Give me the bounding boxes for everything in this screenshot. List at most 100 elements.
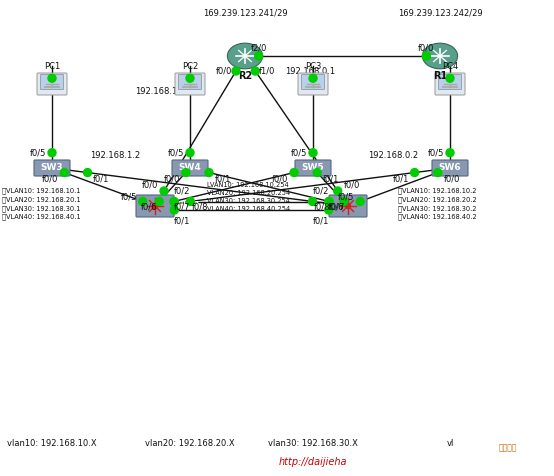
- FancyBboxPatch shape: [329, 195, 367, 217]
- Text: http://daijieha: http://daijieha: [279, 457, 347, 467]
- Text: f0/0: f0/0: [142, 180, 158, 189]
- Text: 192.168.0.1: 192.168.0.1: [285, 67, 335, 76]
- Text: f0/0: f0/0: [216, 67, 232, 76]
- Text: f0/0: f0/0: [163, 174, 180, 183]
- Text: R2: R2: [238, 71, 252, 81]
- Circle shape: [290, 169, 298, 177]
- Text: f0/1: f0/1: [323, 174, 340, 183]
- Text: f1/0: f1/0: [259, 67, 275, 76]
- Text: f0/1: f0/1: [312, 216, 329, 225]
- FancyBboxPatch shape: [34, 160, 70, 176]
- Text: SW5: SW5: [302, 163, 324, 172]
- Text: SW4: SW4: [178, 163, 201, 172]
- Text: 主VLAN10: 192.168.10.1
主VLAN20: 192.168.20.1
辅VLAN30: 192.168.30.1
辅VLAN40: 192.1: 主VLAN10: 192.168.10.1 主VLAN20: 192.168.2…: [2, 188, 81, 220]
- FancyBboxPatch shape: [178, 75, 202, 89]
- Circle shape: [138, 198, 147, 206]
- Circle shape: [84, 169, 91, 177]
- Text: f0/5: f0/5: [120, 193, 137, 202]
- Text: f0/0: f0/0: [418, 43, 434, 52]
- Text: f0/1: f0/1: [215, 174, 231, 183]
- Circle shape: [325, 198, 333, 206]
- Text: SW2: SW2: [369, 201, 394, 211]
- Circle shape: [325, 206, 333, 214]
- Text: 192.168.1.2: 192.168.1.2: [90, 151, 140, 160]
- Text: vlan20: 192.168.20.X: vlan20: 192.168.20.X: [145, 439, 235, 448]
- Text: f0/0: f0/0: [272, 174, 288, 183]
- Text: f0/7: f0/7: [174, 203, 190, 212]
- Text: f0/0: f0/0: [444, 174, 460, 183]
- FancyBboxPatch shape: [40, 75, 64, 89]
- Circle shape: [170, 198, 178, 206]
- FancyBboxPatch shape: [435, 73, 465, 95]
- Text: SW6: SW6: [439, 163, 461, 172]
- Circle shape: [48, 149, 56, 157]
- Circle shape: [309, 198, 316, 206]
- Circle shape: [434, 169, 442, 177]
- Text: f0/8: f0/8: [192, 203, 209, 212]
- FancyBboxPatch shape: [301, 75, 325, 89]
- Text: f2/0: f2/0: [250, 43, 267, 52]
- Text: PC3: PC3: [305, 62, 321, 71]
- Text: SW3: SW3: [40, 163, 63, 172]
- Text: f0/1: f0/1: [93, 174, 110, 183]
- Circle shape: [232, 67, 240, 75]
- Circle shape: [155, 198, 163, 206]
- Text: f0/0: f0/0: [343, 180, 360, 189]
- Circle shape: [356, 198, 364, 206]
- Text: PC1: PC1: [44, 62, 60, 71]
- Circle shape: [422, 52, 430, 60]
- Circle shape: [252, 67, 259, 75]
- FancyBboxPatch shape: [432, 160, 468, 176]
- Circle shape: [186, 74, 194, 82]
- Circle shape: [170, 206, 178, 214]
- Circle shape: [182, 169, 190, 177]
- Text: vlan30: 192.168.30.X: vlan30: 192.168.30.X: [268, 439, 358, 448]
- Circle shape: [255, 52, 263, 60]
- FancyBboxPatch shape: [439, 75, 461, 89]
- Circle shape: [60, 169, 68, 177]
- Circle shape: [446, 74, 454, 82]
- Circle shape: [309, 149, 317, 157]
- FancyBboxPatch shape: [136, 195, 174, 217]
- Text: 169.239.123.242/29: 169.239.123.242/29: [398, 8, 483, 17]
- Circle shape: [346, 204, 351, 208]
- Circle shape: [48, 74, 56, 82]
- FancyBboxPatch shape: [37, 73, 67, 95]
- Text: R1: R1: [433, 71, 447, 81]
- Text: f0/5: f0/5: [338, 193, 355, 202]
- Text: f0/5: f0/5: [168, 148, 184, 157]
- Text: vlan10: 192.168.10.X: vlan10: 192.168.10.X: [7, 439, 97, 448]
- Text: 辅VLAN10: 192.168.10.2
辅VLAN20: 192.168.20.2
主VLAN30: 192.168.30.2
主VLAN40: 192.1: 辅VLAN10: 192.168.10.2 辅VLAN20: 192.168.2…: [398, 188, 477, 220]
- Text: f0/5: f0/5: [30, 148, 46, 157]
- FancyBboxPatch shape: [298, 73, 328, 95]
- Text: 192.168.0.2: 192.168.0.2: [368, 151, 418, 160]
- Text: f0/5: f0/5: [291, 148, 307, 157]
- Ellipse shape: [227, 43, 263, 69]
- Text: f0/1: f0/1: [174, 216, 191, 225]
- Text: SW1: SW1: [176, 201, 201, 211]
- Circle shape: [325, 198, 333, 206]
- Text: vl: vl: [447, 439, 454, 448]
- Text: LVAN10: 192.168.10.254
VLAN20: 192.168.20.254
VLAN30: 192.168.30.254
VLAN40: 192: LVAN10: 192.168.10.254 VLAN20: 192.168.2…: [207, 182, 290, 212]
- FancyBboxPatch shape: [175, 73, 205, 95]
- Text: f0/1: f0/1: [392, 174, 409, 183]
- Text: f0/6: f0/6: [327, 203, 344, 212]
- Ellipse shape: [422, 43, 458, 69]
- Circle shape: [170, 198, 178, 206]
- Text: f0/2: f0/2: [174, 187, 191, 196]
- Text: 169.239.123.241/29: 169.239.123.241/29: [203, 8, 288, 17]
- Circle shape: [160, 187, 168, 195]
- Circle shape: [186, 149, 194, 157]
- Circle shape: [446, 149, 454, 157]
- Text: f0/8: f0/8: [314, 203, 331, 212]
- Circle shape: [313, 169, 321, 177]
- Text: f0/0: f0/0: [42, 174, 59, 183]
- Circle shape: [411, 169, 419, 177]
- Circle shape: [205, 169, 213, 177]
- FancyBboxPatch shape: [295, 160, 331, 176]
- Text: f0/5: f0/5: [428, 148, 444, 157]
- Text: PC4: PC4: [442, 62, 458, 71]
- Circle shape: [152, 204, 157, 208]
- Text: 创新互联: 创新互联: [499, 444, 517, 453]
- Text: f0/6: f0/6: [141, 203, 157, 212]
